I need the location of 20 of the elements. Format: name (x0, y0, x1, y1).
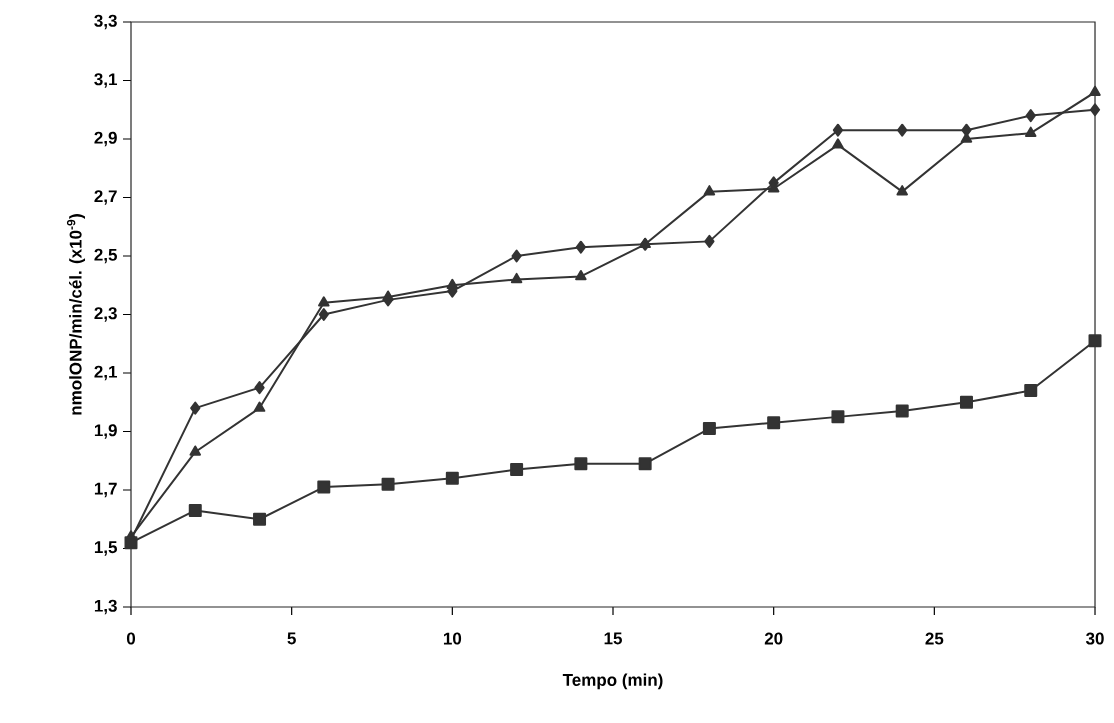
x-tick-label: 30 (1085, 632, 1104, 645)
x-tick-label: 20 (764, 632, 783, 645)
x-tick-label: 0 (126, 632, 136, 645)
x-tick-label: 10 (443, 632, 462, 645)
y-tick-label: 2,5 (94, 248, 118, 264)
y-axis-title: nmolONP/min/cél. (x10$^{-9}$) (66, 214, 86, 415)
x-axis-title: Tempo (min) (562, 673, 663, 690)
x-tick-label: 25 (925, 632, 944, 645)
y-tick-label: 3,1 (94, 73, 118, 88)
y-tick-label: 1,5 (94, 541, 118, 556)
y-tick-label: 2,9 (94, 131, 117, 147)
y-tick-label: 1,3 (94, 599, 117, 615)
x-tick-label: 5 (287, 632, 296, 645)
y-tick-label: 2,1 (94, 365, 118, 381)
y-tick-label: 1,9 (94, 424, 117, 439)
y-tick-label: 2,7 (94, 190, 117, 205)
y-tick-label: 2,3 (94, 307, 117, 322)
y-tick-label: 1,7 (94, 482, 117, 498)
x-tick-label: 15 (604, 632, 622, 645)
y-tick-label: 3,3 (94, 14, 117, 30)
